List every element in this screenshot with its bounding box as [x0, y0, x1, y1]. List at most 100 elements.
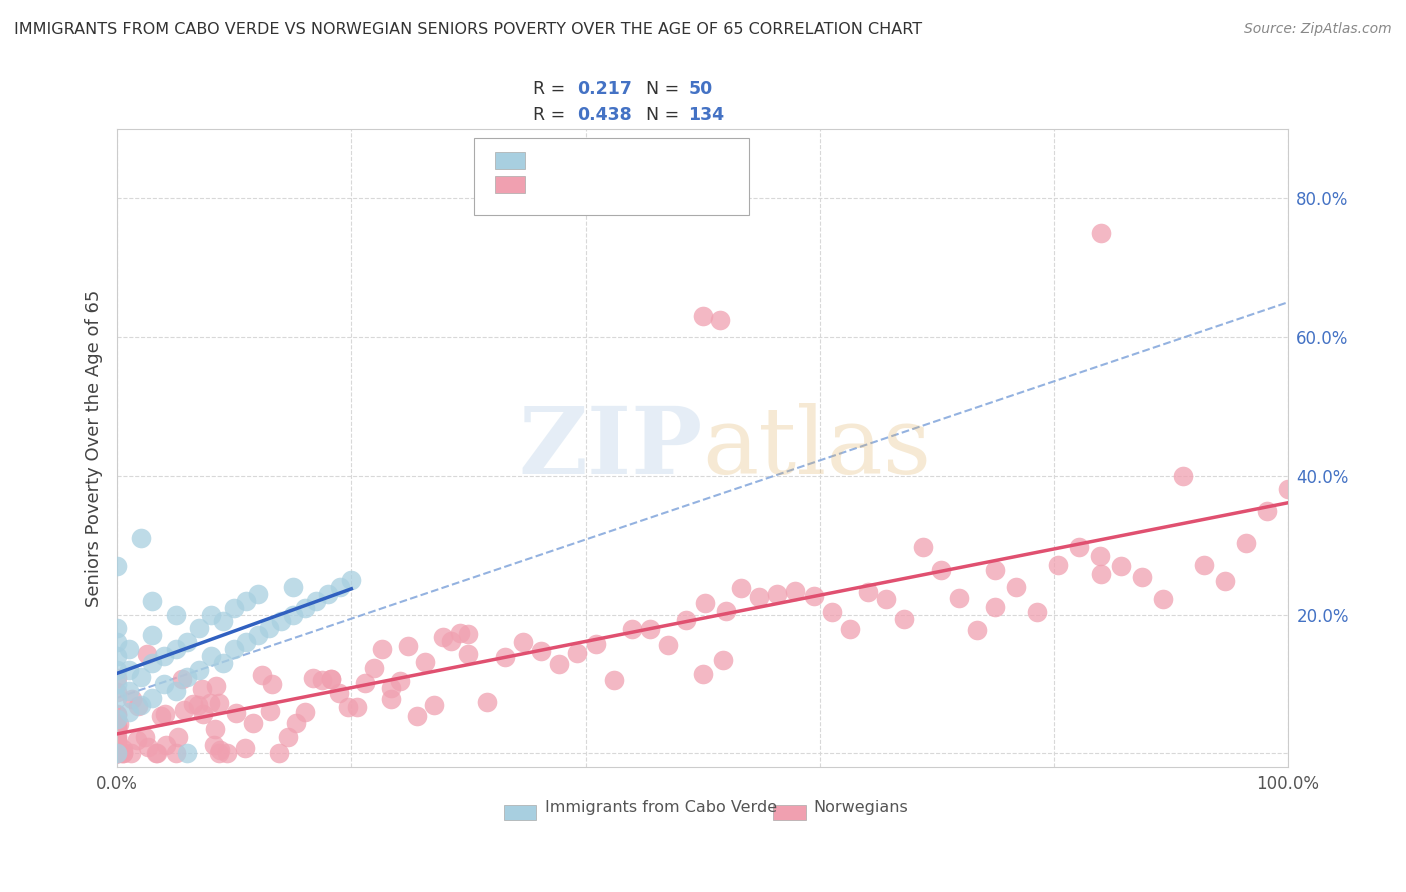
Point: [423, 698, 446, 712]
Point: [984, 563, 1007, 577]
Point: [657, 638, 679, 652]
Point: [225, 706, 247, 721]
Point: [316, 587, 339, 601]
Point: [875, 591, 897, 606]
Point: [112, 746, 135, 760]
Point: [141, 593, 163, 607]
Point: [1213, 574, 1236, 588]
Point: [242, 715, 264, 730]
Text: atlas: atlas: [703, 403, 932, 493]
Point: [336, 699, 359, 714]
Point: [105, 635, 128, 649]
Point: [250, 668, 273, 682]
Point: [165, 746, 187, 760]
Point: [105, 733, 128, 747]
Point: [111, 741, 134, 756]
Point: [105, 739, 128, 754]
Point: [1152, 591, 1174, 606]
Point: [270, 615, 292, 629]
Point: [328, 686, 350, 700]
Point: [105, 719, 128, 733]
Point: [105, 708, 128, 723]
Point: [105, 731, 128, 745]
Point: [1067, 541, 1090, 555]
Point: [319, 672, 342, 686]
Point: [294, 600, 316, 615]
Point: [107, 735, 129, 749]
Point: [118, 683, 141, 698]
Point: [1088, 549, 1111, 563]
Point: [105, 722, 128, 736]
Point: [105, 649, 128, 664]
Point: [929, 563, 952, 577]
Point: [120, 746, 142, 760]
Point: [692, 667, 714, 681]
Point: [494, 649, 516, 664]
Point: [176, 635, 198, 649]
Point: [530, 644, 553, 658]
Point: [548, 657, 571, 671]
Text: Immigrants from Cabo Verde: Immigrants from Cabo Verde: [544, 800, 776, 815]
Point: [105, 746, 128, 760]
Point: [233, 741, 256, 756]
Point: [141, 690, 163, 705]
Point: [388, 673, 411, 688]
Point: [135, 648, 157, 662]
Point: [176, 746, 198, 760]
Point: [285, 716, 308, 731]
Point: [839, 623, 862, 637]
Point: [105, 743, 128, 757]
Point: [235, 635, 257, 649]
Point: [785, 584, 807, 599]
Text: 0.217: 0.217: [578, 80, 633, 98]
Point: [893, 612, 915, 626]
Point: [281, 580, 304, 594]
Point: [118, 705, 141, 719]
Point: [259, 704, 281, 718]
Point: [267, 746, 290, 760]
Point: [1109, 558, 1132, 573]
Point: [188, 621, 211, 635]
Point: [188, 663, 211, 677]
Text: 0.438: 0.438: [578, 106, 633, 125]
Point: [803, 589, 825, 603]
Point: [121, 692, 143, 706]
Point: [638, 622, 661, 636]
Point: [149, 709, 172, 723]
Point: [146, 746, 169, 760]
Point: [354, 676, 377, 690]
Point: [105, 621, 128, 635]
Point: [1090, 567, 1112, 582]
Point: [329, 580, 352, 594]
Point: [202, 738, 225, 752]
Point: [129, 670, 152, 684]
Point: [380, 691, 402, 706]
Point: [766, 587, 789, 601]
FancyBboxPatch shape: [503, 805, 536, 820]
Point: [714, 604, 737, 618]
Point: [153, 649, 176, 664]
Point: [105, 720, 128, 734]
Point: [821, 605, 844, 619]
Point: [302, 672, 325, 686]
Point: [127, 698, 149, 713]
Point: [105, 690, 128, 705]
Point: [205, 679, 228, 693]
Point: [145, 746, 167, 760]
Point: [155, 738, 177, 752]
Point: [200, 649, 222, 664]
Text: IMMIGRANTS FROM CABO VERDE VS NORWEGIAN SENIORS POVERTY OVER THE AGE OF 65 CORRE: IMMIGRANTS FROM CABO VERDE VS NORWEGIAN …: [14, 22, 922, 37]
Point: [105, 677, 128, 691]
Point: [457, 647, 479, 661]
Point: [181, 698, 204, 712]
Text: R =: R =: [533, 106, 571, 125]
Text: 134: 134: [689, 106, 724, 125]
Point: [340, 573, 363, 587]
Point: [108, 746, 131, 760]
Point: [127, 732, 149, 747]
Point: [692, 309, 714, 323]
Point: [173, 703, 195, 717]
Point: [209, 743, 232, 757]
Text: N =: N =: [634, 106, 685, 125]
Point: [620, 622, 643, 636]
